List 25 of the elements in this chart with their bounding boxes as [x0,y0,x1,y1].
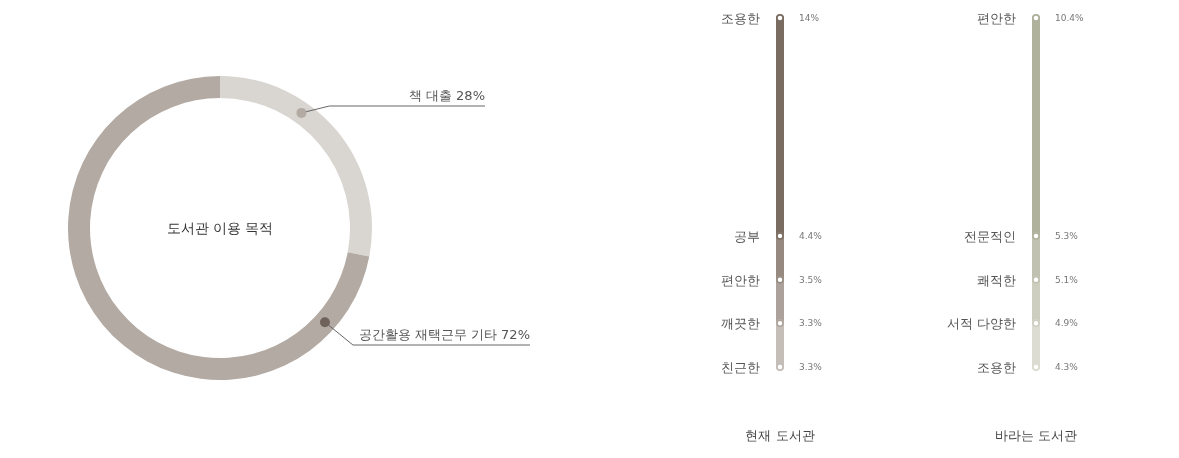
slice-label: 책 대출 28% [408,88,485,103]
text: 도서관 이용 목적 [166,220,274,236]
data-label: 4.3% [1055,362,1079,372]
category-label: 공부 [734,229,760,244]
category-label: 조용한 [977,360,1016,375]
data-label: 5.1% [1055,274,1079,285]
slice-label: 공간활용 재택근무 기타 72% [358,327,530,342]
data-label: 5.3% [1055,231,1079,241]
category-label: 편안한 [721,272,760,288]
category-label: 편안한 [977,11,1016,26]
data-label: 3.3% [799,362,823,372]
data-label: 3.3% [799,318,823,329]
category-label: 깨끗한 [721,316,760,332]
data-label: 14% [799,13,820,23]
text: 현재 도서관 [745,428,815,443]
category-label: 쾌적한 [977,272,1016,288]
category-label: 친근한 [721,360,760,375]
category-label: 서적 다양한 [946,316,1016,332]
category-label: 전문적인 [964,229,1016,244]
data-label: 4.4% [799,231,823,241]
data-label: 3.5% [799,274,823,285]
category-label: 조용한 [721,11,760,26]
text: 바라는 도서관 [994,428,1078,443]
data-label: 10.4% [1055,13,1085,23]
data-label: 4.9% [1055,318,1079,329]
